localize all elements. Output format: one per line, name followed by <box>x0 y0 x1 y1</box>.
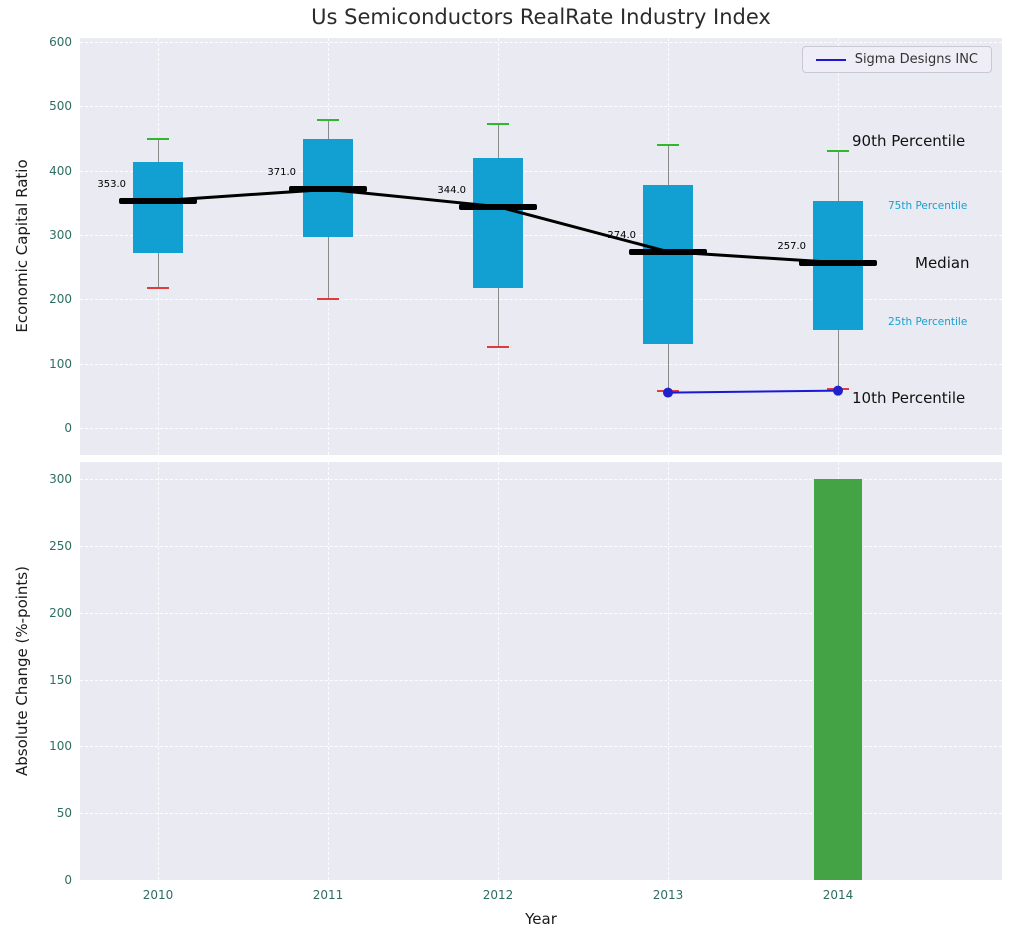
cap-10th-2010 <box>147 286 169 289</box>
x-axis-label: Year <box>525 910 557 928</box>
gridline <box>80 880 1002 881</box>
annotation-10th-percentile: 10th Percentile <box>852 388 966 407</box>
gridline <box>80 545 1002 547</box>
annotation-75th-percentile: 75th Percentile <box>888 199 968 212</box>
x-tick-label: 2010 <box>142 888 174 902</box>
change-bar-2014 <box>814 479 862 880</box>
gridline <box>80 42 1002 43</box>
cap-90th-2010 <box>147 137 169 140</box>
gridline <box>80 612 1002 614</box>
gridline <box>80 746 1002 748</box>
gridline <box>328 462 329 880</box>
gridline <box>80 235 1002 236</box>
legend-label: Sigma Designs INC <box>854 52 978 67</box>
gridline <box>80 479 1002 480</box>
gridline <box>668 462 669 880</box>
median-value-label-2011: 371.0 <box>267 167 296 179</box>
cap-10th-2014 <box>827 388 849 391</box>
y-tick-label: 250 <box>49 538 72 553</box>
y-tick-label: 500 <box>49 99 72 114</box>
gridline <box>158 462 159 880</box>
iqr-box-2012 <box>473 157 523 288</box>
sigma-designs-line <box>667 389 839 394</box>
bottom-plot-area <box>80 462 1002 881</box>
cap-90th-2011 <box>317 119 339 122</box>
y-tick-label: 100 <box>49 356 72 371</box>
x-tick-label: 2013 <box>652 888 684 902</box>
cap-90th-2013 <box>657 143 679 146</box>
median-marker-2011 <box>289 186 367 193</box>
cap-10th-2012 <box>487 345 509 348</box>
legend-line-sample <box>815 58 846 61</box>
median-marker-2010 <box>119 197 197 204</box>
gridline <box>80 170 1002 172</box>
median-value-label-2012: 344.0 <box>437 184 466 196</box>
top-plot-area: Sigma Designs INC 353.0 371.0 344.0 274.0 25… <box>80 38 1002 455</box>
median-value-label-2014: 257.0 <box>777 240 806 252</box>
gridline <box>80 363 1002 365</box>
gridline <box>80 428 1002 429</box>
median-marker-2012 <box>459 203 537 210</box>
y-tick-label: 200 <box>49 292 72 307</box>
y-tick-label: 400 <box>49 163 72 178</box>
y-tick-label: 0 <box>64 421 72 435</box>
x-tick-label: 2011 <box>312 888 344 902</box>
cap-90th-2014 <box>827 150 849 153</box>
gridline <box>498 462 499 880</box>
y-tick-label: 300 <box>49 228 72 242</box>
x-tick-label: 2014 <box>822 888 854 902</box>
cap-10th-2011 <box>317 298 339 301</box>
y-tick-label: 50 <box>56 806 72 821</box>
iqr-box-2013 <box>643 184 693 345</box>
annotation-25th-percentile: 25th Percentile <box>888 316 968 329</box>
y-tick-label: 0 <box>64 873 72 887</box>
median-marker-2014 <box>799 259 877 266</box>
gridline <box>80 813 1002 815</box>
cap-90th-2012 <box>487 123 509 126</box>
legend: Sigma Designs INC <box>801 46 992 73</box>
median-marker-2013 <box>629 248 707 255</box>
chart-title: Us Semiconductors RealRate Industry Inde… <box>311 5 771 29</box>
gridline <box>80 299 1002 301</box>
y-tick-label: 100 <box>49 739 72 754</box>
x-tick-label: 2012 <box>482 888 514 902</box>
y-tick-label: 150 <box>49 672 72 687</box>
y-tick-label: 200 <box>49 605 72 620</box>
y-tick-label: 600 <box>49 35 72 49</box>
annotation-median: Median <box>915 253 970 272</box>
y-tick-label: 300 <box>49 472 72 486</box>
annotation-90th-percentile: 90th Percentile <box>852 132 966 151</box>
median-value-label-2010: 353.0 <box>97 178 126 190</box>
median-value-label-2013: 274.0 <box>607 229 636 241</box>
cap-10th-2013 <box>657 390 679 393</box>
gridline <box>80 679 1002 681</box>
iqr-box-2010 <box>133 162 183 253</box>
gridline <box>80 106 1002 108</box>
